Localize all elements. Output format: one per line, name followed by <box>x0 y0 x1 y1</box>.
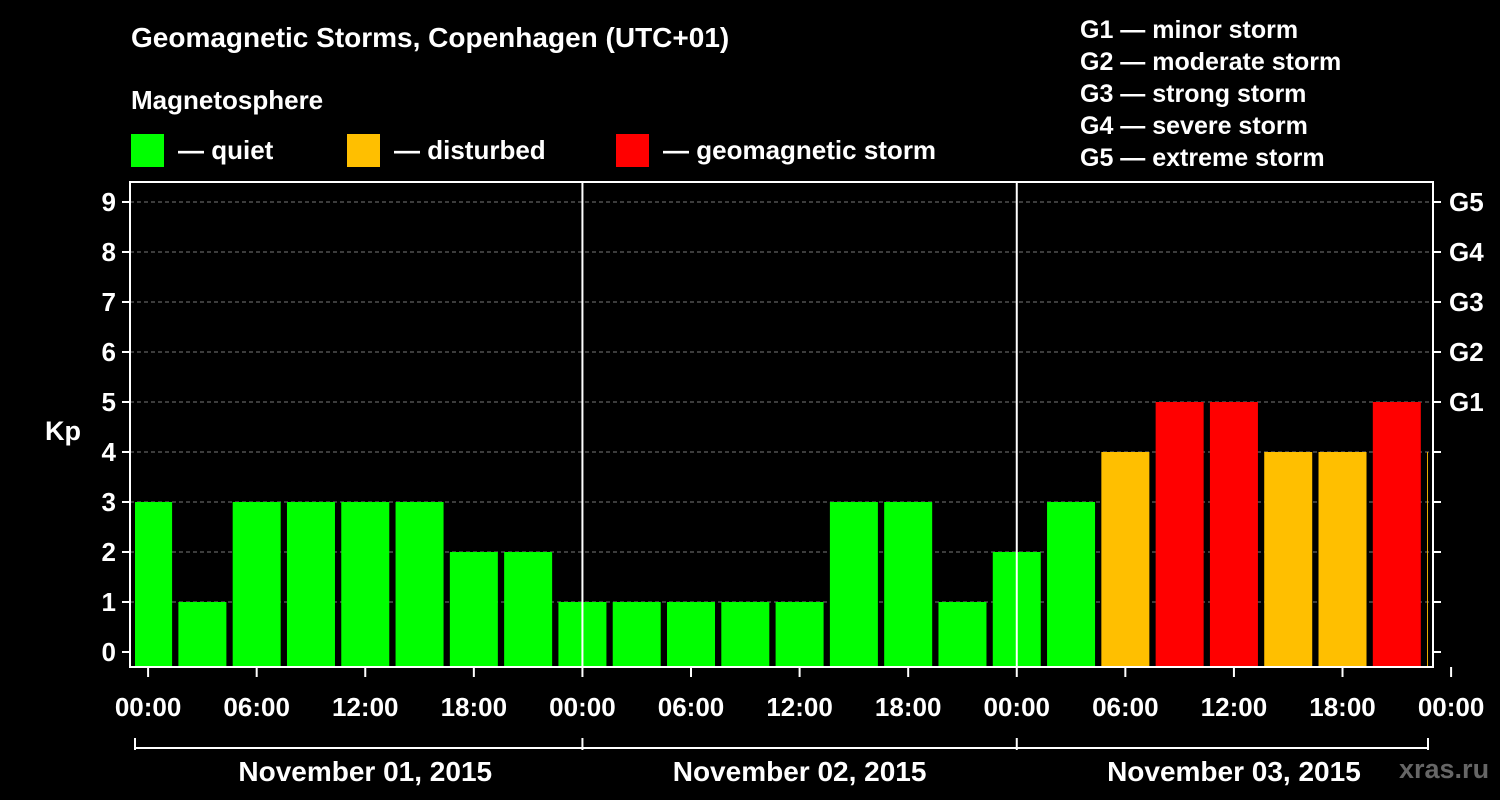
chart-title: Geomagnetic Storms, Copenhagen (UTC+01) <box>131 22 730 53</box>
kp-bar <box>938 602 987 667</box>
y-tick-label: 7 <box>102 287 116 317</box>
x-tick-label: 00:00 <box>1418 692 1485 722</box>
kp-bar <box>1047 502 1096 667</box>
kp-bar <box>504 552 553 667</box>
kp-bar <box>667 602 716 667</box>
kp-bar <box>829 502 878 667</box>
kp-bar <box>1155 402 1204 667</box>
x-tick-label: 12:00 <box>332 692 399 722</box>
kp-bar <box>178 602 227 667</box>
kp-bar <box>1264 452 1313 667</box>
x-tick-label: 06:00 <box>658 692 725 722</box>
kp-bar <box>612 602 661 667</box>
g-scale-label: G4 <box>1449 237 1484 267</box>
x-tick-label: 18:00 <box>875 692 942 722</box>
legend-swatch-disturbed <box>347 133 380 167</box>
kp-bar <box>1427 452 1428 667</box>
day-label: November 03, 2015 <box>1107 756 1361 787</box>
y-tick-label: 9 <box>102 187 116 217</box>
day-label: November 01, 2015 <box>238 756 492 787</box>
kp-bar <box>341 502 390 667</box>
g-scale-label: G1 <box>1449 387 1484 417</box>
chart-subtitle: Magnetosphere <box>131 85 324 115</box>
x-tick-label: 00:00 <box>115 692 182 722</box>
y-tick-label: 4 <box>102 437 117 467</box>
legend-label-quiet: — quiet <box>178 134 274 165</box>
kp-bar <box>884 502 933 667</box>
x-tick-label: 18:00 <box>1309 692 1376 722</box>
kp-bar <box>1209 402 1258 667</box>
kp-bar <box>449 552 498 667</box>
x-tick-label: 12:00 <box>766 692 833 722</box>
y-tick-label: 5 <box>102 387 116 417</box>
y-tick-label: 6 <box>102 337 116 367</box>
x-tick-label: 06:00 <box>1092 692 1159 722</box>
g-scale-label: G2 <box>1449 337 1484 367</box>
watermark: xras.ru <box>1399 754 1490 784</box>
storm-scale-g5: G5 — extreme storm <box>1080 144 1325 172</box>
day-label: November 02, 2015 <box>673 756 927 787</box>
kp-bar <box>721 602 770 667</box>
kp-bar <box>286 502 335 667</box>
kp-bar <box>775 602 824 667</box>
kp-bar <box>135 502 173 667</box>
g-scale-label: G3 <box>1449 287 1484 317</box>
kp-bar <box>1318 452 1367 667</box>
y-tick-label: 8 <box>102 237 116 267</box>
y-tick-label: 1 <box>102 587 116 617</box>
storm-scale-g1: G1 — minor storm <box>1080 16 1299 44</box>
x-tick-label: 00:00 <box>984 692 1051 722</box>
storm-scale-legend: G1 — minor storm G2 — moderate storm G3 … <box>1080 14 1341 174</box>
plot-frame <box>129 181 1434 668</box>
storm-scale-g3: G3 — strong storm <box>1080 80 1307 108</box>
y-tick-label: 0 <box>102 637 116 667</box>
y-tick-label: 3 <box>102 487 116 517</box>
kp-bar <box>232 502 281 667</box>
x-tick-label: 06:00 <box>223 692 290 722</box>
x-tick-label: 12:00 <box>1201 692 1268 722</box>
storm-scale-g2: G2 — moderate storm <box>1080 48 1342 76</box>
kp-bar <box>1101 452 1150 667</box>
legend-item-quiet: — quiet <box>131 133 273 167</box>
x-tick-label: 18:00 <box>441 692 508 722</box>
legend-item-disturbed: — disturbed <box>347 133 546 167</box>
storm-scale-g4: G4 — severe storm <box>1080 112 1308 140</box>
legend-item-storm: — geomagnetic storm <box>616 133 936 167</box>
y-axis-label: Kp <box>45 416 81 446</box>
legend-swatch-storm <box>616 133 649 167</box>
kp-bar <box>395 502 444 667</box>
legend-label-disturbed: — disturbed <box>394 134 546 165</box>
legend-label-storm: — geomagnetic storm <box>663 134 937 165</box>
kp-bar <box>1372 402 1421 667</box>
x-tick-label: 00:00 <box>549 692 616 722</box>
g-scale-label: G5 <box>1449 187 1484 217</box>
y-tick-label: 2 <box>102 537 116 567</box>
legend-swatch-quiet <box>131 133 164 167</box>
